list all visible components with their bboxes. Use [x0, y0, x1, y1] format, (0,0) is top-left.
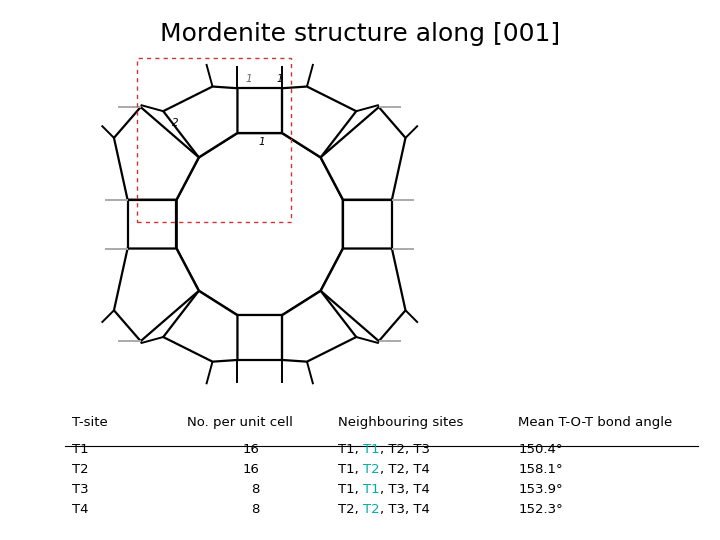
Polygon shape: [320, 107, 405, 200]
Text: T4: T4: [72, 503, 89, 516]
Polygon shape: [238, 88, 282, 133]
Text: T2,: T2,: [338, 503, 364, 516]
Text: T1: T1: [364, 443, 380, 456]
Text: 1: 1: [276, 74, 283, 84]
Text: 150.4°: 150.4°: [518, 443, 563, 456]
Text: T1: T1: [72, 443, 89, 456]
Polygon shape: [343, 200, 392, 248]
Text: 153.9°: 153.9°: [518, 483, 563, 496]
Text: T2: T2: [72, 463, 89, 476]
Text: 1: 1: [246, 74, 252, 84]
Text: 1: 1: [258, 137, 265, 147]
Text: 152.3°: 152.3°: [518, 503, 563, 516]
Text: T-site: T-site: [72, 416, 108, 429]
Text: 8: 8: [251, 483, 259, 496]
Text: , T3, T4: , T3, T4: [380, 503, 430, 516]
Text: T1,: T1,: [338, 483, 364, 496]
Text: T3: T3: [72, 483, 89, 496]
Text: Neighbouring sites: Neighbouring sites: [338, 416, 464, 429]
Text: 158.1°: 158.1°: [518, 463, 563, 476]
Text: Mordenite structure along [001]: Mordenite structure along [001]: [160, 22, 560, 45]
Polygon shape: [320, 248, 405, 341]
Text: , T2, T4: , T2, T4: [380, 463, 430, 476]
Text: 16: 16: [243, 443, 259, 456]
Text: T1: T1: [364, 483, 380, 496]
Polygon shape: [163, 291, 238, 362]
Polygon shape: [176, 133, 343, 315]
Polygon shape: [238, 315, 282, 360]
Polygon shape: [114, 107, 199, 200]
Polygon shape: [163, 86, 238, 157]
Text: 2: 2: [172, 118, 179, 129]
Text: T1,: T1,: [338, 463, 364, 476]
Text: 8: 8: [251, 503, 259, 516]
Text: , T3, T4: , T3, T4: [380, 483, 430, 496]
Text: No. per unit cell: No. per unit cell: [187, 416, 293, 429]
Text: T2: T2: [364, 503, 380, 516]
Text: , T2, T3: , T2, T3: [380, 443, 430, 456]
Text: 16: 16: [243, 463, 259, 476]
Polygon shape: [282, 291, 356, 362]
Text: T1,: T1,: [338, 443, 364, 456]
Polygon shape: [282, 86, 356, 157]
Text: T2: T2: [364, 463, 380, 476]
Polygon shape: [114, 248, 199, 341]
Polygon shape: [127, 200, 176, 248]
Text: Mean T-O-T bond angle: Mean T-O-T bond angle: [518, 416, 672, 429]
